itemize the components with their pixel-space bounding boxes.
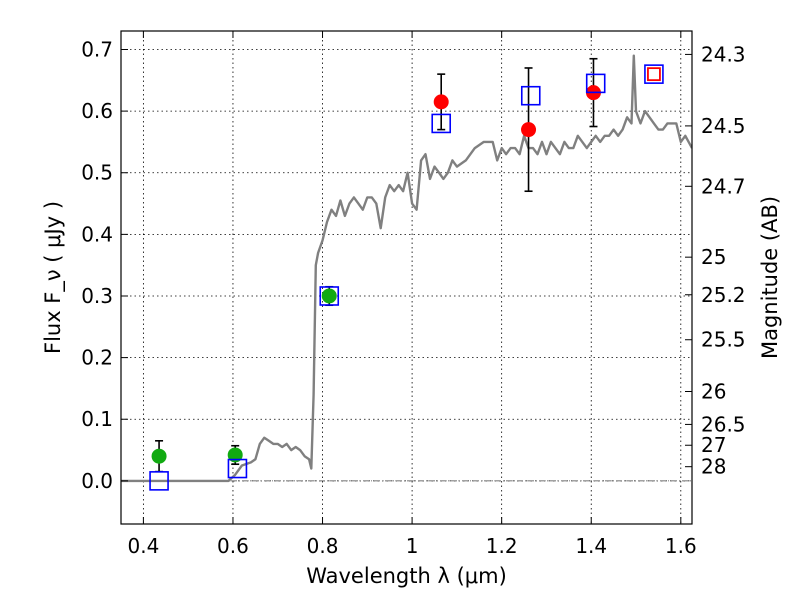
model-flux-square bbox=[431, 113, 452, 134]
y2-tick-label: 25.5 bbox=[701, 328, 746, 352]
y2-tick-label: 24.5 bbox=[701, 114, 746, 138]
measured-flux-point bbox=[433, 94, 449, 110]
x-tick-label: 1.6 bbox=[665, 534, 697, 558]
model-flux-square bbox=[644, 64, 664, 84]
measured-flux-point bbox=[227, 447, 243, 463]
y2-axis-label: Magnitude (AB) bbox=[758, 196, 782, 359]
measured-flux-point bbox=[151, 448, 167, 464]
y-tick-label: 0.2 bbox=[81, 346, 113, 370]
y2-tick-label: 28 bbox=[701, 455, 726, 479]
model-flux-square bbox=[585, 73, 606, 94]
y-tick-label: 0.3 bbox=[81, 284, 113, 308]
measured-flux-point bbox=[521, 122, 537, 138]
y-tick-label: 0.7 bbox=[81, 37, 113, 61]
x-tick-label: 1.2 bbox=[486, 534, 518, 558]
y-axis-label: Flux F_ν ( μJy ) bbox=[41, 201, 66, 354]
y2-tick-label: 24.3 bbox=[701, 42, 746, 66]
x-tick-label: 0.8 bbox=[307, 534, 339, 558]
model-flux-square bbox=[149, 471, 169, 491]
x-tick-label: 0.4 bbox=[127, 534, 159, 558]
x-tick-label: 1.4 bbox=[575, 534, 607, 558]
grid-layer bbox=[121, 31, 692, 524]
y-tick-label: 0.5 bbox=[81, 161, 113, 185]
data-layer bbox=[121, 54, 692, 491]
x-tick-label: 0.6 bbox=[217, 534, 249, 558]
y2-tick-label: 24.7 bbox=[701, 174, 746, 198]
y2-tick-label: 26.5 bbox=[701, 412, 746, 436]
template-spectrum-line bbox=[121, 54, 692, 483]
model-flux-square bbox=[647, 67, 661, 82]
model-flux-square bbox=[319, 286, 340, 306]
ticks-layer: 0.4 0.6 0.8 1 1.2 1.4 1.6 0.0 0.1 0.2 0.3 0.4 0.5 0.6… bbox=[81, 31, 746, 558]
plot-frame bbox=[120, 30, 693, 525]
y2-tick-label: 25.2 bbox=[701, 283, 746, 307]
y-tick-label: 0.0 bbox=[81, 469, 113, 493]
y2-tick-label: 27 bbox=[701, 433, 726, 457]
measured-flux-point bbox=[321, 288, 337, 304]
y2-tick-label: 26 bbox=[701, 380, 726, 404]
y2-tick-label: 25 bbox=[701, 245, 726, 269]
x-axis-label: Wavelength λ (μm) bbox=[306, 564, 507, 588]
model-flux-square bbox=[520, 85, 541, 106]
y-tick-label: 0.6 bbox=[81, 99, 113, 123]
y-tick-label: 0.4 bbox=[81, 222, 113, 246]
y-tick-label: 0.1 bbox=[81, 407, 113, 431]
x-tick-label: 1 bbox=[406, 534, 419, 558]
model-flux-square bbox=[227, 458, 248, 479]
